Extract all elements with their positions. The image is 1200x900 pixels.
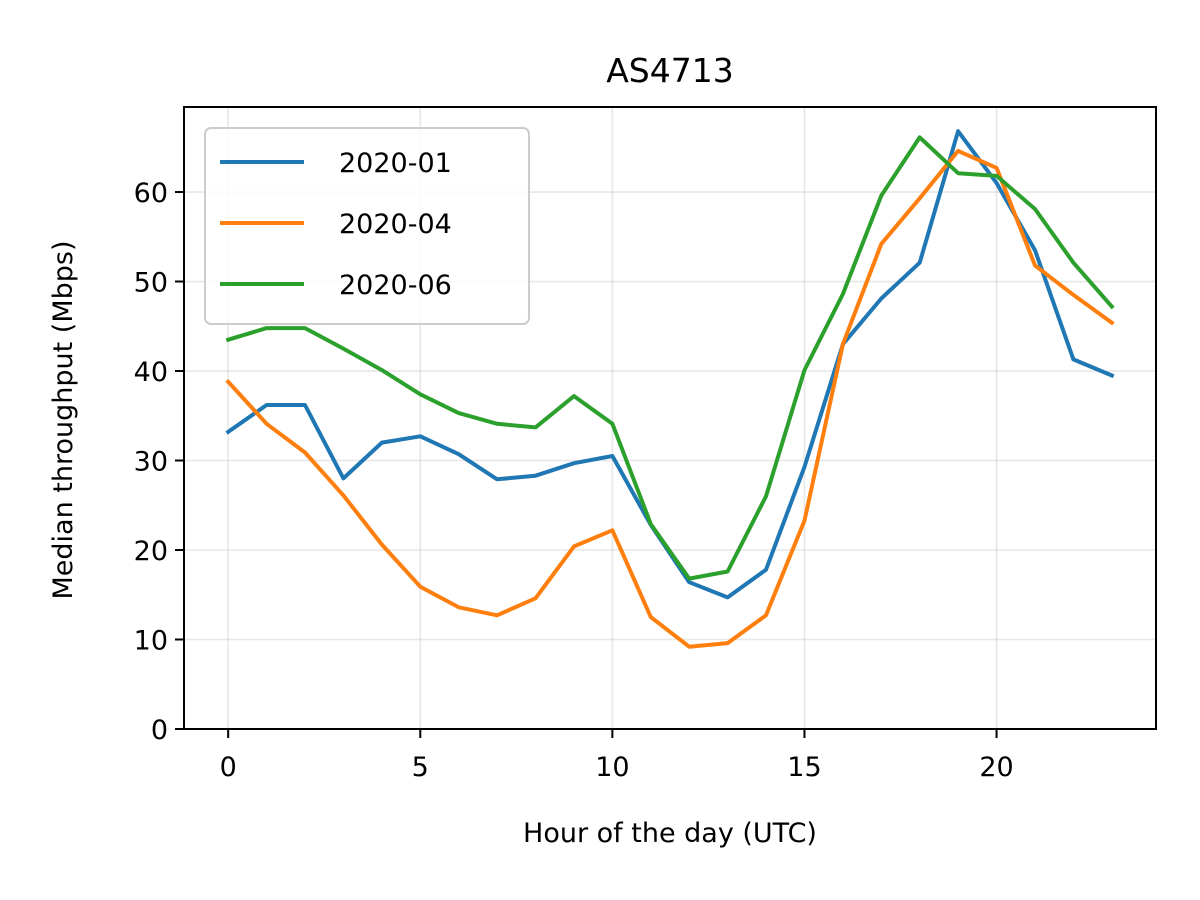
legend-label: 2020-01 xyxy=(339,148,452,179)
plot-frame xyxy=(183,106,1157,730)
y-tick-label: 10 xyxy=(134,626,168,657)
series-line-2020-06 xyxy=(225,135,1115,581)
x-tick-label: 15 xyxy=(787,752,821,783)
x-tick-label: 5 xyxy=(412,752,429,783)
legend: 2020-01 2020-04 2020-06 xyxy=(204,127,530,325)
x-tick-label: 0 xyxy=(220,752,237,783)
x-tick-label: 20 xyxy=(979,752,1013,783)
y-tick-label: 60 xyxy=(134,178,168,209)
legend-label: 2020-06 xyxy=(339,270,452,301)
series-lines xyxy=(225,129,1115,649)
y-tick-label: 50 xyxy=(134,268,168,299)
chart-title: AS4713 xyxy=(606,51,734,90)
y-axis-label: Median throughput (Mbps) xyxy=(48,240,79,599)
y-tick-label: 30 xyxy=(134,447,168,478)
axis-ticks: 0 5 10 15 20 0 10 20 30 40 50 60 xyxy=(134,178,1014,783)
x-axis-label: Hour of the day (UTC) xyxy=(523,818,817,849)
y-tick-label: 20 xyxy=(134,536,168,567)
gridlines xyxy=(184,107,1156,730)
legend-label: 2020-04 xyxy=(339,209,452,240)
series-line-2020-04 xyxy=(225,148,1115,649)
y-tick-label: 0 xyxy=(151,715,168,746)
x-tick-label: 10 xyxy=(595,752,629,783)
legend-box xyxy=(204,127,530,325)
y-tick-label: 40 xyxy=(134,357,168,388)
